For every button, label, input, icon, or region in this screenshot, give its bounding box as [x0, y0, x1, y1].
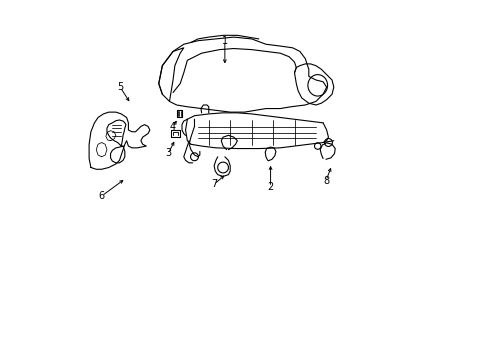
Text: 7: 7	[211, 179, 217, 189]
Text: 5: 5	[117, 82, 123, 92]
Text: 8: 8	[322, 176, 328, 186]
Text: 4: 4	[169, 122, 175, 132]
Text: 2: 2	[267, 182, 273, 192]
Text: 6: 6	[99, 191, 104, 201]
Text: 3: 3	[165, 148, 171, 158]
Text: 1: 1	[222, 36, 227, 46]
